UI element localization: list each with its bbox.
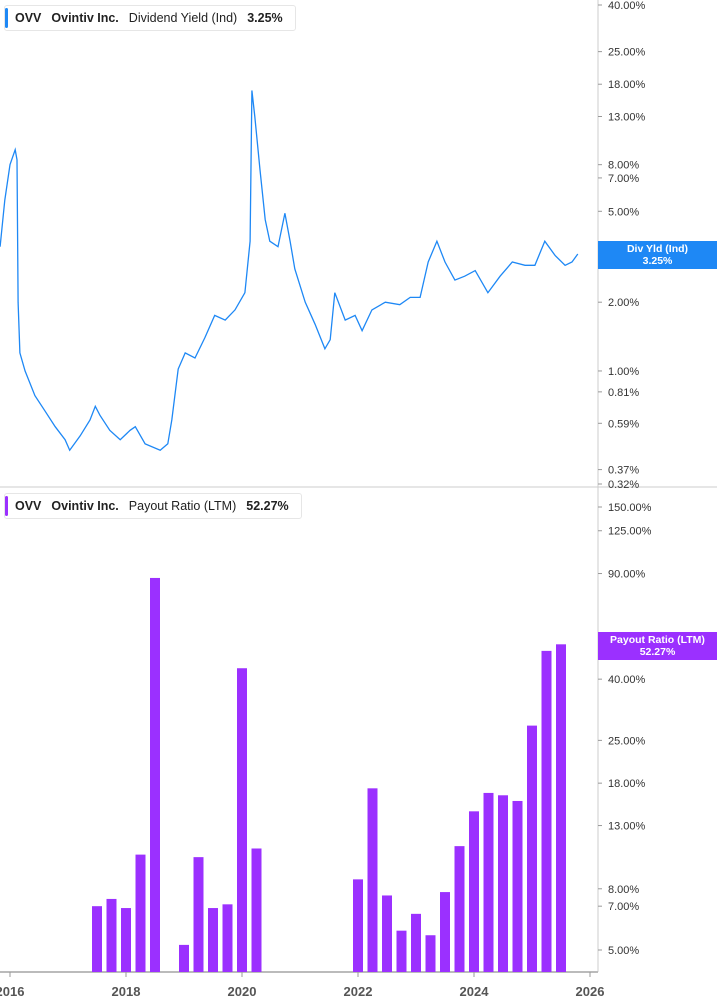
y-tick-label: 0.32%	[608, 479, 639, 491]
y-tick-label: 25.00%	[608, 47, 646, 59]
payout-ratio-bar	[353, 879, 363, 972]
y-tick-label: 1.00%	[608, 366, 639, 378]
x-tick-label: 2018	[112, 984, 141, 999]
y-tick-label: 0.81%	[608, 387, 639, 399]
payout-ratio-bar	[541, 650, 552, 972]
y-tick-label: 5.00%	[608, 945, 639, 957]
y-tick-label: 0.59%	[608, 418, 639, 430]
legend-value: 52.27%	[246, 499, 289, 513]
payout-ratio-bar	[498, 795, 508, 972]
tag-label: Payout Ratio (LTM)	[610, 634, 705, 646]
legend-dividend-yield: OVV Ovintiv Inc. Dividend Yield (Ind) 3.…	[4, 5, 296, 31]
payout-ratio-bar	[556, 644, 566, 972]
div-yield-value-tag: Div Yld (Ind) 3.25%	[598, 241, 717, 269]
payout-ratio-bar	[512, 800, 523, 972]
y-tick-label: 25.00%	[608, 735, 646, 747]
x-tick-label: 2024	[460, 984, 490, 999]
payout-ratio-value-tag: Payout Ratio (LTM) 52.27%	[598, 632, 717, 660]
y-tick-label: 18.00%	[608, 79, 646, 91]
y-tick-label: 7.00%	[608, 901, 639, 913]
x-tick-label: 2022	[344, 984, 373, 999]
y-tick-label: 40.00%	[608, 674, 646, 686]
legend-color-swatch	[5, 8, 8, 28]
legend-metric: Payout Ratio (LTM)	[128, 499, 237, 513]
payout-ratio-bar	[469, 811, 479, 972]
y-tick-label: 8.00%	[608, 160, 639, 172]
payout-ratio-bar	[440, 892, 450, 972]
legend-company: Ovintiv Inc.	[51, 11, 119, 25]
payout-ratio-bar	[179, 944, 189, 972]
legend-company: Ovintiv Inc.	[51, 499, 119, 513]
y-tick-label: 150.00%	[608, 502, 652, 514]
tag-value: 3.25%	[642, 255, 673, 267]
tag-label: Div Yld (Ind)	[626, 243, 689, 255]
payout-ratio-bar	[396, 930, 407, 972]
tag-value: 52.27%	[639, 646, 676, 658]
y-tick-label: 13.00%	[608, 821, 646, 833]
legend-ticker: OVV	[15, 11, 42, 25]
payout-ratio-bar	[251, 848, 262, 972]
x-tick-label: 2020	[228, 984, 257, 999]
y-tick-label: 7.00%	[608, 173, 639, 185]
legend-value: 3.25%	[247, 11, 283, 25]
payout-ratio-bar	[92, 906, 102, 972]
legend-color-swatch	[5, 496, 8, 516]
payout-ratio-bar	[237, 668, 247, 972]
dividend-yield-line	[0, 90, 579, 452]
payout-ratio-bar	[527, 725, 537, 972]
payout-ratio-bar	[425, 935, 436, 972]
payout-ratio-bar	[411, 913, 421, 972]
legend-metric: Dividend Yield (Ind)	[128, 11, 238, 25]
payout-ratio-bar	[454, 846, 465, 972]
payout-ratio-bar	[208, 908, 218, 972]
payout-ratio-bar	[150, 577, 160, 972]
payout-ratio-bar	[106, 898, 117, 972]
y-tick-label: 5.00%	[608, 206, 639, 218]
payout-ratio-bar	[382, 895, 392, 972]
x-tick-label: 2016	[0, 984, 24, 999]
legend-payout-ratio: OVV Ovintiv Inc. Payout Ratio (LTM) 52.2…	[4, 493, 302, 519]
y-tick-label: 2.00%	[608, 297, 639, 309]
y-tick-label: 125.00%	[608, 526, 652, 538]
payout-ratio-bar	[222, 904, 233, 972]
payout-ratio-bar	[483, 792, 494, 972]
x-tick-label: 2026	[576, 984, 605, 999]
y-tick-label: 90.00%	[608, 569, 646, 581]
y-tick-label: 40.00%	[608, 0, 646, 12]
y-tick-label: 18.00%	[608, 778, 646, 790]
payout-ratio-bar	[135, 854, 146, 972]
payout-ratio-bar	[193, 857, 204, 972]
y-tick-label: 13.00%	[608, 112, 646, 124]
payout-ratio-bar	[121, 908, 131, 972]
y-tick-label: 0.37%	[608, 465, 639, 477]
legend-ticker: OVV	[15, 499, 42, 513]
payout-ratio-bar	[367, 788, 378, 972]
y-tick-label: 8.00%	[608, 884, 639, 896]
